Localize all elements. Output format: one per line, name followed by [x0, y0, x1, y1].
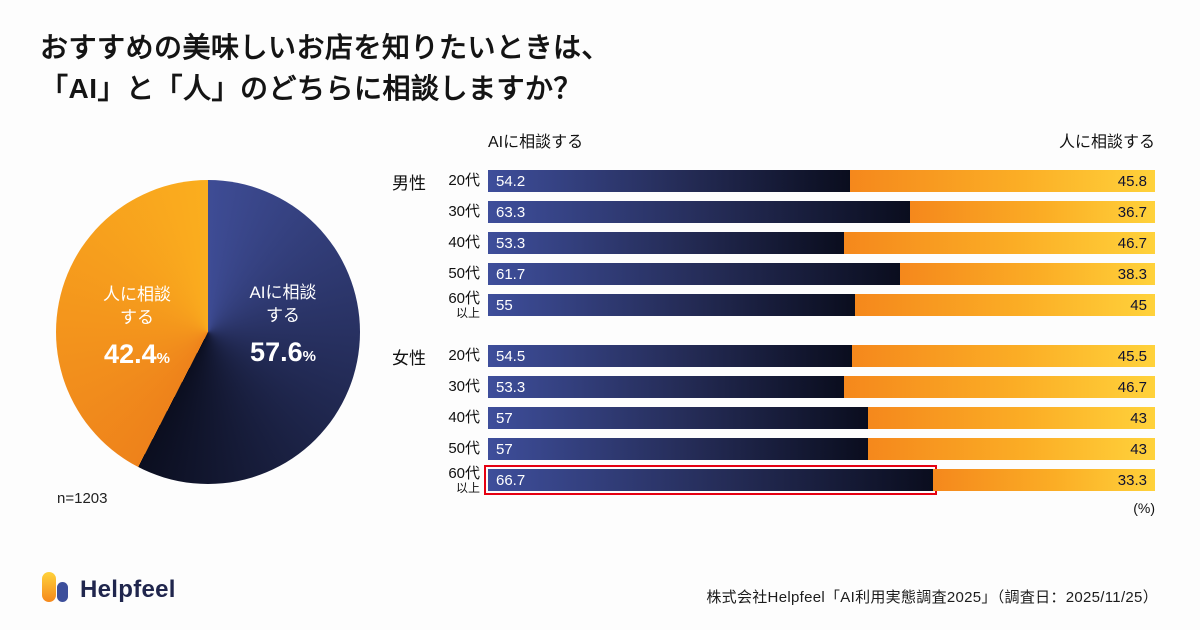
brand-name: Helpfeel: [80, 575, 176, 603]
percent-unit-label: (%): [1133, 500, 1155, 516]
pie-label-ai-line2: する: [266, 305, 300, 325]
ai-segment: 54.2: [488, 170, 850, 192]
pie-value-ai: 57.6%: [250, 336, 316, 367]
stacked-bar: 66.7 33.3: [484, 465, 1155, 495]
group-label: 女性: [392, 348, 426, 368]
bar-row: 50代 57 43: [392, 438, 1155, 460]
stacked-bar: 53.3 46.7: [488, 376, 1155, 398]
human-segment: 36.7: [910, 201, 1155, 223]
age-label: 40代: [448, 409, 480, 427]
age-label: 30代: [448, 378, 480, 396]
stacked-bar: 53.3 46.7: [488, 232, 1155, 254]
human-segment: 45: [854, 294, 1155, 316]
ai-segment-highlighted: 66.7: [484, 465, 937, 495]
source-credit: 株式会社Helpfeel「AI利用実態調査2025」（調査日：2025/11/2…: [706, 589, 1158, 606]
age-label: 20代: [448, 172, 480, 190]
bar-row: 60代 以上 55 45: [392, 289, 1155, 320]
group-gap: [392, 325, 1155, 345]
stacked-bar: 63.3 36.7: [488, 201, 1155, 223]
bar-row: 40代 57 43: [392, 407, 1155, 429]
bar-row: 30代 63.3 36.7: [392, 201, 1155, 223]
human-segment: 38.3: [899, 263, 1155, 285]
human-segment: 46.7: [843, 376, 1155, 398]
ai-segment: 63.3: [488, 201, 911, 223]
age-label: 20代: [448, 347, 480, 365]
age-label: 50代: [448, 440, 480, 458]
title-line-1: おすすめの美味しいお店を知りたいときは、: [40, 32, 611, 63]
legend-ai-label: AIに相談する: [488, 134, 584, 151]
helpfeel-logo-icon: [38, 570, 72, 609]
human-segment: 43: [868, 438, 1155, 460]
stacked-bar: 61.7 38.3: [488, 263, 1155, 285]
bar-rows: 男性 20代 54.2 45.8 30代 63.3 36.7 40代 53.3 46.7 50代 61…: [392, 170, 1155, 495]
title-line-2: 「AI」と「人」のどちらに相談しますか？: [40, 72, 583, 104]
legend-human-label: 人に相談する: [1058, 134, 1155, 151]
age-label: 50代: [448, 265, 480, 283]
ai-segment: 57: [488, 438, 869, 460]
stacked-bar: 55 45: [488, 294, 1155, 316]
ai-segment: 55: [488, 294, 855, 316]
stacked-bar: 57 43: [488, 438, 1155, 460]
bar-chart: AIに相談する 人に相談する 男性 20代 54.2 45.8 30代 63.3 36.7 4…: [392, 128, 1155, 516]
group-label: 男性: [392, 173, 426, 193]
pie-label-ai-line1: AIに相談: [249, 283, 317, 302]
sample-size-label: n=1203: [57, 490, 108, 507]
bar-row: 女性 20代 54.5 45.5: [392, 345, 1155, 368]
stacked-bar: 54.2 45.8: [488, 170, 1155, 192]
age-label: 60代 以上: [448, 464, 480, 495]
bar-row: 男性 20代 54.2 45.8: [392, 170, 1155, 193]
bar-row: 50代 61.7 38.3: [392, 263, 1155, 285]
bar-chart-legend: AIに相談する 人に相談する: [488, 128, 1155, 152]
pie-value-human: 42.4%: [104, 338, 170, 369]
pie-label-human-line2: する: [120, 307, 154, 327]
bar-row: 60代 以上 66.7 33.3: [392, 464, 1155, 495]
helpfeel-logo: Helpfeel: [38, 570, 176, 609]
page-title: おすすめの美味しいお店を知りたいときは、 「AI」と「人」のどちらに相談しますか…: [40, 28, 610, 109]
human-segment: 45.5: [851, 345, 1155, 367]
pie-label-human-line1: 人に相談: [103, 285, 171, 304]
ai-segment: 53.3: [488, 232, 844, 254]
bar-row: 40代 53.3 46.7: [392, 232, 1155, 254]
human-segment: 33.3: [932, 469, 1155, 491]
ai-segment: 61.7: [488, 263, 900, 285]
age-label: 30代: [448, 203, 480, 221]
human-segment: 45.8: [849, 170, 1155, 192]
stacked-bar: 54.5 45.5: [488, 345, 1155, 367]
age-label: 60代 以上: [448, 289, 480, 320]
pie-chart-wrap: 人に相談 する 42.4% AIに相談 する 57.6%: [56, 180, 360, 484]
pie-label-ai: AIに相談 する 57.6%: [222, 282, 344, 368]
human-segment: 46.7: [843, 232, 1155, 254]
ai-segment: 57: [488, 407, 869, 429]
bar-row: 30代 53.3 46.7: [392, 376, 1155, 398]
pie-label-human: 人に相談 する 42.4%: [74, 284, 200, 370]
pie-chart: [56, 180, 360, 484]
age-label: 40代: [448, 234, 480, 252]
human-segment: 43: [868, 407, 1155, 429]
ai-segment: 53.3: [488, 376, 844, 398]
stacked-bar: 57 43: [488, 407, 1155, 429]
ai-segment: 54.5: [488, 345, 852, 367]
